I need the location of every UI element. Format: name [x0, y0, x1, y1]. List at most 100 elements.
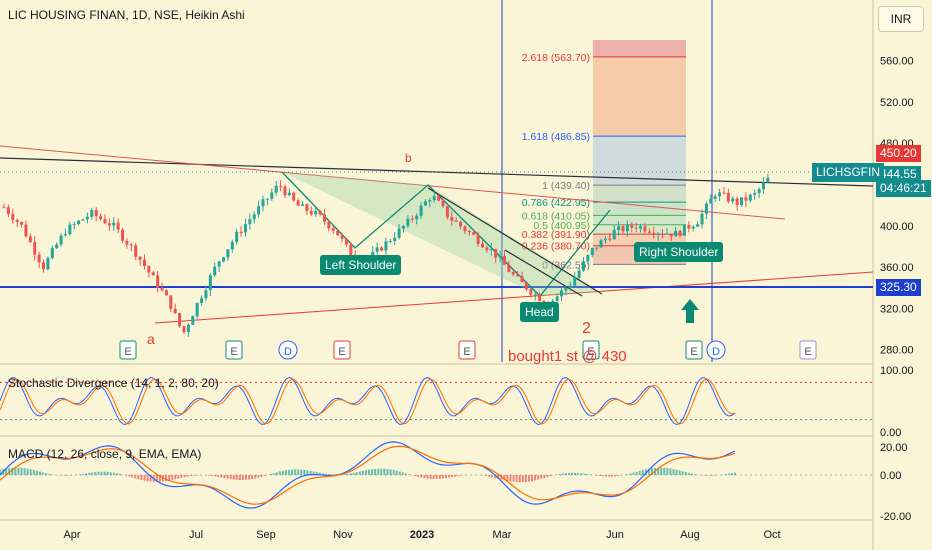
head-label[interactable]: Head: [520, 302, 559, 322]
macd-histogram-bar: [211, 475, 214, 477]
macd-histogram-bar: [364, 470, 367, 475]
macd-histogram-bar: [724, 474, 727, 475]
candle-body: [99, 216, 103, 220]
macd-histogram-bar: [509, 475, 512, 482]
candle-body: [696, 224, 700, 227]
candle-body: [586, 255, 590, 262]
macd-histogram-bar: [88, 472, 91, 475]
macd-histogram-bar: [140, 475, 143, 481]
candle-body: [309, 210, 313, 215]
candle-body: [265, 198, 269, 200]
macd-histogram-bar: [601, 475, 604, 477]
macd-histogram-bar: [60, 475, 63, 476]
chart-title: LIC HOUSING FINAN, 1D, NSE, Heikin Ashi: [8, 8, 245, 22]
macd-histogram-bar: [186, 475, 189, 477]
macd-label[interactable]: MACD (12, 26, close, 9, EMA, EMA): [8, 447, 202, 461]
candle-body: [454, 220, 458, 222]
candle-body: [704, 203, 708, 214]
macd-histogram-bar: [29, 469, 32, 475]
candle-body: [397, 228, 401, 238]
macd-histogram-bar: [128, 475, 131, 477]
candle-body: [581, 261, 585, 271]
macd-histogram-bar: [245, 475, 248, 480]
currency-selector[interactable]: INR: [878, 6, 924, 32]
trade-note[interactable]: bought1 st @ 430: [508, 348, 627, 365]
stoch-d-line: [0, 378, 736, 425]
stoch-label[interactable]: Stochastic Divergence (14, 1, 2, 80, 20): [8, 376, 219, 390]
macd-histogram-bar: [524, 475, 527, 482]
macd-histogram-bar: [694, 474, 697, 475]
fib-level-label: 1 (439.40): [542, 180, 590, 192]
candle-body: [103, 219, 107, 224]
candle-body: [147, 266, 151, 273]
right-shoulder-label[interactable]: Right Shoulder: [634, 242, 724, 262]
macd-histogram-bar: [638, 470, 641, 475]
macd-histogram-bar: [629, 473, 632, 475]
macd-histogram-bar: [371, 469, 374, 475]
candle-body: [691, 226, 695, 229]
earnings-icon: [685, 340, 703, 360]
candle-body: [292, 192, 296, 201]
candle-body: [182, 326, 186, 333]
macd-histogram-bar: [583, 473, 586, 475]
candle-body: [761, 182, 765, 190]
macd-histogram-bar: [94, 472, 97, 475]
candle-body: [555, 296, 559, 301]
macd-histogram-bar: [389, 469, 392, 475]
candle-body: [647, 231, 651, 233]
point-b-label[interactable]: b: [405, 151, 412, 165]
fib-level-label: 0 (362.55): [542, 259, 590, 271]
candle-body: [669, 233, 673, 237]
macd-histogram-bar: [297, 469, 300, 475]
macd-histogram-bar: [331, 474, 334, 475]
x-tick-label: Jul: [189, 529, 203, 541]
macd-histogram-bar: [521, 475, 524, 483]
candle-body: [656, 233, 660, 235]
fib-level-label: 0.5 (400.95): [533, 220, 590, 232]
macd-histogram-bar: [564, 473, 567, 475]
macd-histogram-bar: [392, 470, 395, 475]
candle-body: [643, 226, 647, 232]
candle-body: [178, 313, 182, 327]
macd-histogram-bar: [174, 475, 177, 480]
fib-zone: [593, 56, 686, 137]
macd-histogram-bar: [534, 475, 537, 481]
candle-body: [134, 245, 138, 257]
macd-histogram-bar: [497, 475, 500, 479]
candle-body: [713, 196, 717, 199]
symbol-tag: LICHSGFIN: [812, 163, 885, 182]
candle-body: [709, 198, 713, 204]
candle-body: [156, 275, 160, 288]
macd-histogram-bar: [435, 475, 438, 479]
y-tick-label: 320.00: [880, 303, 914, 315]
candle-body: [603, 238, 607, 241]
macd-histogram-bar: [168, 475, 171, 481]
macd-tick-label: 0.00: [880, 470, 901, 482]
candle-body: [432, 195, 436, 201]
marker-letter: E: [804, 346, 811, 358]
macd-histogram-bar: [386, 469, 389, 475]
macd-histogram-bar: [115, 473, 118, 475]
macd-histogram-bar: [165, 475, 168, 482]
candle-body: [621, 226, 625, 232]
macd-histogram-bar: [580, 473, 583, 475]
macd-histogram-bar: [595, 475, 598, 476]
macd-histogram-bar: [604, 475, 607, 477]
candle-body: [498, 255, 502, 258]
candle-body: [568, 285, 572, 289]
macd-histogram-bar: [208, 475, 211, 476]
macd-histogram-bar: [558, 473, 561, 475]
macd-histogram-bar: [91, 472, 94, 475]
candle-body: [274, 185, 278, 193]
point-2-label[interactable]: 2: [582, 320, 591, 337]
macd-histogram-bar: [63, 475, 66, 476]
point-a-label[interactable]: a: [147, 331, 155, 347]
macd-histogram-bar: [288, 469, 291, 475]
macd-histogram-bar: [610, 475, 613, 477]
candle-body: [529, 289, 533, 295]
macd-histogram-bar: [414, 475, 417, 477]
left-shoulder-label[interactable]: Left Shoulder: [320, 255, 402, 275]
candle-body: [520, 276, 524, 283]
candle-body: [169, 295, 173, 309]
